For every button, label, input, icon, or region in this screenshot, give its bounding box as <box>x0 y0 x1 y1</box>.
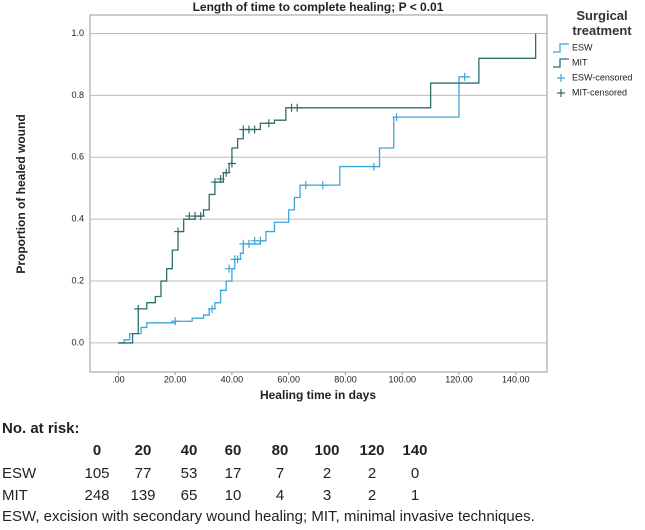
risk-time: 60 <box>225 442 242 459</box>
risk-count: 0 <box>411 465 419 482</box>
legend-label: MIT <box>572 57 588 67</box>
plot-frame <box>89 14 548 373</box>
censor-mark <box>227 159 236 168</box>
censor-mark <box>173 227 182 236</box>
y-tick-label: 0.8 <box>71 90 84 100</box>
legend-label: MIT-censored <box>572 87 627 97</box>
risk-time: 100 <box>314 442 339 459</box>
risk-time: 140 <box>402 442 427 459</box>
chart-title: Length of time to complete healing; P < … <box>193 0 444 14</box>
censor-mark <box>196 212 205 221</box>
risk-time: 120 <box>359 442 384 459</box>
km-curve <box>118 33 537 344</box>
risk-count: 1 <box>411 487 419 504</box>
risk-time: 20 <box>135 442 152 459</box>
risk-count: 2 <box>368 487 376 504</box>
km-curve <box>118 76 471 344</box>
censor-mark <box>557 74 565 82</box>
censor-mark <box>134 304 143 313</box>
x-tick-label: 20.00 <box>164 374 187 384</box>
y-tick-label: 0.4 <box>71 214 84 224</box>
x-tick-label: 100.00 <box>388 374 416 384</box>
risk-table-title: No. at risk: <box>2 420 80 437</box>
censor-mark <box>216 174 225 183</box>
censor-mark <box>225 264 234 273</box>
risk-row-name: MIT <box>2 487 28 504</box>
risk-count: 53 <box>181 465 198 482</box>
censor-mark <box>301 181 310 190</box>
risk-count: 7 <box>276 465 284 482</box>
y-axis-label: Proportion of healed wound <box>14 114 28 273</box>
risk-count: 10 <box>225 487 242 504</box>
censor-mark <box>392 113 401 122</box>
x-tick-label: 80.00 <box>334 374 357 384</box>
risk-time: 40 <box>181 442 198 459</box>
censor-mark <box>222 168 231 177</box>
y-tick-label: 1.0 <box>71 28 84 38</box>
risk-count: 65 <box>181 487 198 504</box>
censor-mark <box>318 181 327 190</box>
risk-count: 17 <box>225 465 242 482</box>
censor-mark <box>256 236 265 245</box>
censor-mark <box>233 255 242 264</box>
legend-label: ESW <box>572 42 593 52</box>
x-tick-label: 120.00 <box>445 374 473 384</box>
censor-mark <box>210 178 219 187</box>
risk-count: 3 <box>323 487 331 504</box>
x-tick-label: .00 <box>112 374 125 384</box>
risk-count: 105 <box>84 465 109 482</box>
y-tick-label: 0.0 <box>71 337 84 347</box>
legend-swatch <box>553 58 569 68</box>
x-tick-label: 40.00 <box>221 374 244 384</box>
censor-mark <box>208 304 217 313</box>
risk-count: 77 <box>135 465 152 482</box>
risk-count: 248 <box>84 487 109 504</box>
censor-mark <box>293 103 302 112</box>
risk-count: 139 <box>130 487 155 504</box>
risk-time: 80 <box>272 442 289 459</box>
censor-mark <box>250 125 259 134</box>
risk-time: 0 <box>93 442 101 459</box>
censor-mark <box>369 162 378 171</box>
risk-count: 4 <box>276 487 284 504</box>
censor-mark <box>557 89 565 97</box>
x-axis-label: Healing time in days <box>260 388 376 402</box>
y-tick-label: 0.6 <box>71 152 84 162</box>
censor-mark <box>460 72 469 81</box>
x-tick-label: 60.00 <box>277 374 300 384</box>
legend-title: Surgical treatment <box>572 8 632 38</box>
y-tick-label: 0.2 <box>71 275 84 285</box>
risk-count: 2 <box>368 465 376 482</box>
censor-mark <box>264 119 273 128</box>
legend-label: ESW-censored <box>572 72 632 82</box>
x-tick-label: 140.00 <box>502 374 530 384</box>
censor-mark <box>244 239 253 248</box>
censor-mark <box>171 317 180 326</box>
caption: ESW, excision with secondary wound heali… <box>2 508 535 525</box>
risk-count: 2 <box>323 465 331 482</box>
legend-swatch <box>553 43 569 53</box>
risk-row-name: ESW <box>2 465 37 482</box>
